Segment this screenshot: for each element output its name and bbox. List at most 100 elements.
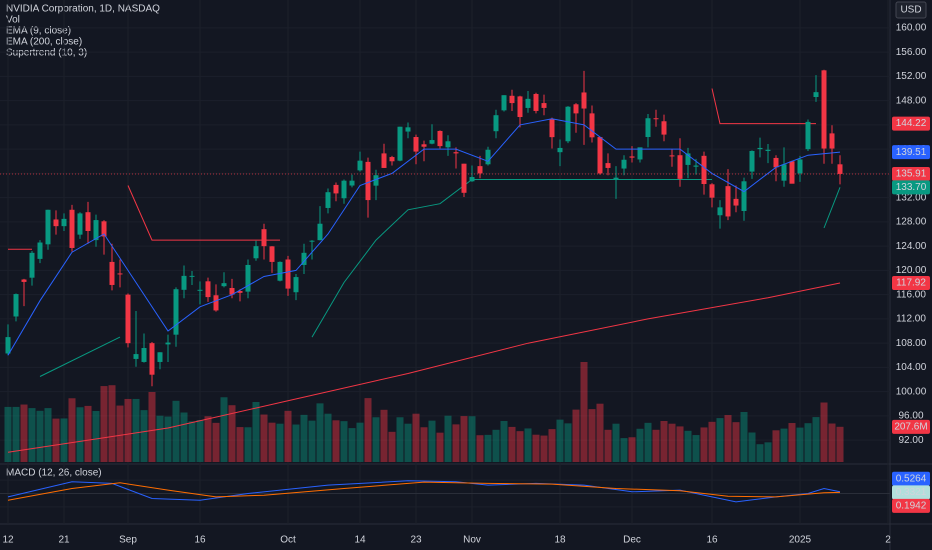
volume-bar: [444, 415, 452, 462]
y-tick-label: 96.00: [898, 411, 923, 422]
candle-body: [821, 70, 827, 149]
candle-body: [677, 155, 683, 179]
candle-body: [461, 163, 467, 193]
volume-bar: [188, 421, 196, 462]
volume-bar: [220, 397, 228, 462]
candle-body: [173, 289, 179, 335]
candle-body: [421, 144, 427, 147]
ema200-line: [7, 282, 841, 453]
candle-body: [701, 155, 707, 185]
y-tick-label: 92.00: [898, 435, 923, 446]
candle-body: [197, 289, 203, 291]
chart-title: NVIDIA Corporation, 1D, NASDAQ: [6, 4, 160, 15]
candle-body: [21, 279, 27, 282]
currency-box[interactable]: [895, 1, 927, 19]
candle-body: [133, 354, 139, 359]
volume-bar: [124, 398, 132, 462]
y-tick-label: 132.00: [896, 192, 927, 203]
volume-bar: [772, 430, 780, 462]
volume-bar: [660, 420, 668, 462]
legend-entry: Vol: [6, 15, 20, 26]
volume-bar: [20, 404, 28, 462]
legend-entry: EMA (9, close): [6, 26, 71, 37]
y-tick-label: 112.00: [896, 314, 926, 325]
candle-body: [389, 157, 395, 162]
volume-bar: [84, 405, 92, 462]
candle-body: [349, 180, 355, 186]
candle-body: [373, 175, 379, 186]
candle-body: [693, 165, 699, 167]
volume-bar: [332, 420, 340, 462]
candle-body: [253, 246, 259, 259]
candle-body: [525, 98, 531, 108]
y-tick-label: 152.00: [896, 71, 927, 82]
volume-bar: [500, 420, 508, 462]
volume-bar: [492, 429, 500, 462]
volume-bar: [388, 431, 396, 462]
candle-body: [189, 275, 195, 277]
volume-bar: [828, 423, 836, 462]
x-tick-label: 21: [58, 535, 70, 546]
candle-body: [749, 150, 755, 172]
candle-body: [629, 156, 635, 158]
candle-body: [29, 252, 35, 278]
volume-bar: [76, 407, 84, 462]
volume-bar: [628, 437, 636, 462]
volume-bar: [764, 442, 772, 462]
candle-body: [685, 153, 691, 165]
volume-bar: [516, 431, 524, 462]
currency[interactable]: USD: [900, 5, 921, 16]
volume-bar: [548, 429, 556, 462]
volume-bar: [316, 403, 324, 462]
volume-bar: [780, 428, 788, 462]
macd-line: [7, 480, 841, 503]
candle-body: [605, 163, 611, 168]
volume-bar: [284, 410, 292, 462]
price-label-bg: [892, 276, 930, 291]
volume-bar: [100, 386, 108, 462]
volume-bar: [252, 402, 260, 462]
macd-label-bg: [892, 471, 930, 486]
y-tick-label: 108.00: [896, 338, 927, 349]
volume-bar: [820, 402, 828, 462]
x-tick-label: Dec: [623, 535, 641, 546]
volume-bar: [396, 417, 404, 462]
candle-body: [101, 221, 107, 237]
candle-body: [397, 126, 403, 161]
volume-bar: [340, 421, 348, 462]
candle-body: [157, 352, 163, 362]
price-label-bg: [892, 180, 930, 195]
volume-bar: [108, 385, 116, 462]
candle-body: [405, 127, 411, 132]
x-tick-label: 18: [554, 535, 566, 546]
candle-body: [501, 95, 507, 111]
candle-body: [557, 147, 563, 153]
candle-body: [541, 103, 547, 108]
volume-bar: [148, 392, 156, 462]
volume-bar: [804, 423, 812, 462]
candle-body: [229, 287, 235, 295]
volume-bar: [260, 414, 268, 462]
candle-body: [797, 159, 803, 174]
volume-bar: [364, 398, 372, 462]
volume-bar: [92, 410, 100, 462]
x-tick-label: 14: [354, 535, 366, 546]
candle-body: [477, 166, 483, 174]
volume-bar: [132, 398, 140, 462]
price-label: 144.22: [896, 118, 927, 129]
macd-label-bg: [892, 485, 930, 500]
volume-bar: [468, 416, 476, 462]
volume-bar: [372, 417, 380, 462]
candle-body: [517, 96, 523, 118]
volume-bar: [276, 423, 284, 462]
candle-body: [293, 277, 299, 293]
candle-body: [733, 198, 739, 206]
volume-bar: [588, 409, 596, 462]
candle-body: [285, 259, 291, 289]
volume-bar: [708, 421, 716, 462]
volume-bar: [756, 444, 764, 462]
macd-label: 0.1942: [896, 500, 927, 511]
volume-bar: [836, 426, 844, 462]
volume-bar: [484, 434, 492, 462]
supertrend-line: [823, 187, 841, 229]
